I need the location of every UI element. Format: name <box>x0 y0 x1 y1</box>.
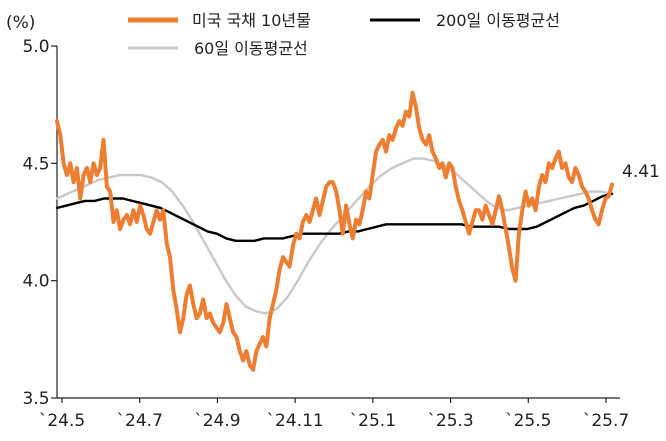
x-tick-label: `24.9 <box>194 411 240 431</box>
y-axis: 5.0 4.5 4.0 3.5 <box>22 37 58 409</box>
y-tick-label: 4.0 <box>22 272 49 292</box>
y-tick-label: 4.5 <box>22 154 49 174</box>
x-tick-label: `25.5 <box>505 411 551 431</box>
x-tick-label: `24.11 <box>267 411 324 431</box>
end-value-label: 4.41 <box>622 162 660 182</box>
legend-label-us10y: 미국 국채 10년물 <box>192 11 311 30</box>
x-tick-label: `25.3 <box>427 411 473 431</box>
x-tick-label: `25.1 <box>350 411 396 431</box>
series-us10y-line <box>55 90 614 372</box>
x-tick-label: `24.7 <box>117 411 163 431</box>
legend: 미국 국채 10년물 200일 이동평균선 60일 이동평균선 <box>128 11 560 58</box>
x-tick-label: `24.5 <box>39 411 85 431</box>
y-unit-label: (%) <box>6 13 35 33</box>
y-tick-label: 5.0 <box>22 37 49 57</box>
x-axis: `24.5 `24.7 `24.9 `24.11 `25.1 `25.3 `25.5 `25.… <box>39 397 629 431</box>
series-lines <box>55 90 614 372</box>
legend-label-ma200: 200일 이동평균선 <box>436 11 560 30</box>
y-tick-label: 3.5 <box>22 389 49 409</box>
legend-label-ma60: 60일 이동평균선 <box>194 39 308 58</box>
x-tick-label: `25.7 <box>583 411 629 431</box>
series-ma60-line <box>55 157 614 315</box>
